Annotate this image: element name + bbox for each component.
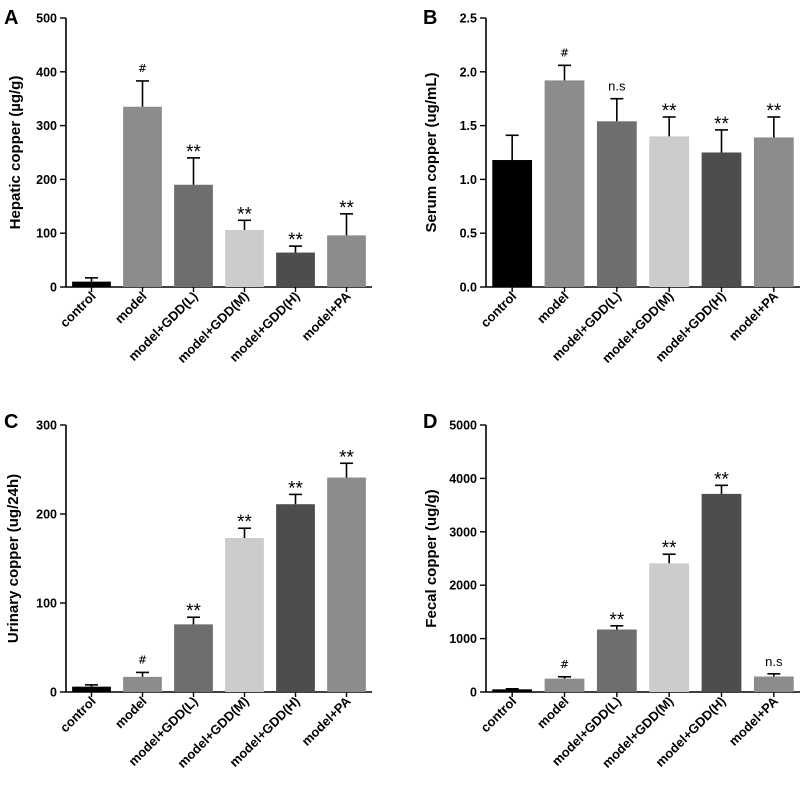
x-tick-label: control <box>478 694 520 736</box>
bar-3 <box>596 121 637 288</box>
bar-5 <box>276 252 315 287</box>
bar-4 <box>649 136 690 287</box>
significance-label: ** <box>288 230 303 251</box>
significance-label: ** <box>288 478 303 499</box>
significance-label: n.s <box>608 79 626 94</box>
x-tick-label: model+PA <box>726 693 782 749</box>
bar-2 <box>123 106 162 288</box>
panel-letter: A <box>4 7 18 29</box>
panel-letter: D <box>423 411 437 433</box>
y-tick-label: 1.5 <box>460 119 477 133</box>
x-tick-label: model <box>112 289 150 327</box>
y-tick-label: 0.5 <box>460 227 477 241</box>
significance-label: ** <box>237 512 252 533</box>
y-tick-label: 0 <box>50 686 57 700</box>
x-tick-label: control <box>57 694 99 736</box>
significance-label: ** <box>662 538 677 559</box>
y-tick-label: 0 <box>50 281 57 295</box>
x-tick-label: control <box>57 289 99 331</box>
bar-6 <box>753 676 794 692</box>
y-tick-label: 0 <box>470 686 477 700</box>
y-axis-title: Urinary copper (ug/24h) <box>5 474 22 643</box>
y-tick-label: 5000 <box>449 419 477 433</box>
y-tick-label: 300 <box>36 419 57 433</box>
bar-3 <box>174 184 213 287</box>
significance-label: n.s <box>765 654 783 669</box>
bar-1 <box>492 160 533 287</box>
x-tick-label: model+PA <box>726 288 782 344</box>
y-tick-label: 1.0 <box>460 173 477 187</box>
significance-label: ** <box>339 447 354 468</box>
significance-label: ** <box>237 204 252 225</box>
x-tick-label: control <box>478 289 520 331</box>
y-tick-label: 3000 <box>449 525 477 539</box>
y-tick-label: 300 <box>36 119 57 133</box>
bar-2 <box>544 80 585 288</box>
y-tick-label: 500 <box>36 12 57 26</box>
significance-label: ** <box>186 142 201 163</box>
significance-label: ** <box>714 114 729 135</box>
y-tick-label: 0.0 <box>460 281 477 295</box>
bar-3 <box>174 624 213 692</box>
bar-2 <box>544 678 585 692</box>
x-tick-label: model <box>112 694 150 732</box>
significance-label: # <box>138 653 147 666</box>
x-tick-label: model+PA <box>298 693 354 749</box>
y-axis-title: Serum copper (ug/mL) <box>423 72 440 232</box>
significance-label: # <box>560 658 569 671</box>
y-tick-label: 200 <box>36 173 57 187</box>
chart-panel-b: B Serum copper (ug/mL) 0.0 0.5 1.0 1.5 2.0 2.5 c… <box>423 7 800 366</box>
significance-label: # <box>560 46 569 59</box>
y-tick-label: 100 <box>36 597 57 611</box>
bar-1 <box>72 281 111 287</box>
bar-5 <box>701 493 742 692</box>
bar-6 <box>753 137 794 287</box>
x-tick-label: model <box>534 289 572 327</box>
y-tick-label: 2.5 <box>460 12 477 26</box>
panel-letter: B <box>423 7 437 29</box>
bar-5 <box>276 504 315 692</box>
bar-4 <box>225 229 264 287</box>
bar-2 <box>123 676 162 692</box>
bar-1 <box>492 689 533 692</box>
significance-label: ** <box>609 610 624 631</box>
y-tick-label: 1000 <box>449 632 477 646</box>
bar-6 <box>327 235 366 287</box>
panel-letter: C <box>4 411 18 433</box>
bar-5 <box>701 152 742 287</box>
bar-6 <box>327 477 366 692</box>
y-axis-title: Fecal copper (ug/g) <box>423 489 440 627</box>
chart-panel-a: A Hepatic copper (µg/g) 0 100 200 300 400 500 co… <box>4 7 372 366</box>
x-tick-label: model <box>534 694 572 732</box>
y-tick-label: 100 <box>36 227 57 241</box>
y-tick-label: 400 <box>36 65 57 79</box>
significance-label: ** <box>186 601 201 622</box>
bar-4 <box>225 538 264 692</box>
significance-label: # <box>138 62 147 75</box>
x-tick-label: model+PA <box>298 288 354 344</box>
bar-4 <box>649 563 690 692</box>
chart-panel-c: C Urinary copper (ug/24h) 0 100 200 300 contro… <box>4 411 372 771</box>
significance-label: ** <box>339 198 354 219</box>
y-tick-label: 2.0 <box>460 65 477 79</box>
significance-label: ** <box>766 101 781 122</box>
y-tick-label: 2000 <box>449 579 477 593</box>
bar-1 <box>72 686 111 692</box>
y-axis-title: Hepatic copper (µg/g) <box>7 76 24 230</box>
bar-3 <box>596 629 637 692</box>
y-tick-label: 4000 <box>449 472 477 486</box>
chart-panel-d: D Fecal copper (ug/g) 0 1000 2000 3000 4000 500… <box>423 411 800 771</box>
significance-label: ** <box>662 101 677 122</box>
significance-label: ** <box>714 469 729 490</box>
y-tick-label: 200 <box>36 508 57 522</box>
